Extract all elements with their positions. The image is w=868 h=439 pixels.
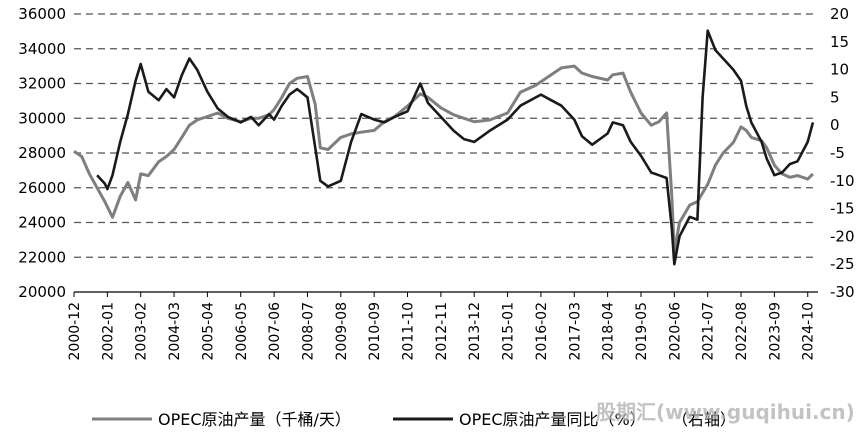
watermark: 股期汇(www.guqihui.cn)	[596, 400, 855, 424]
series-lines	[73, 29, 815, 266]
right-tick-label: 10	[830, 61, 849, 79]
left-tick-label: 22000	[18, 248, 66, 266]
right-tick-label: 15	[830, 33, 849, 51]
x-tick-label: 2010-09	[367, 302, 383, 361]
right-tick-label: -5	[830, 144, 845, 162]
legend-axis-note: （右轴）	[672, 410, 736, 429]
x-tick-label: 2002-01	[100, 302, 116, 361]
legend-label-production: OPEC原油产量（千桶/天）	[158, 410, 351, 429]
x-axis: 2000-12 2002-01 2003-02 2004-03 2005-04 2006-…	[67, 291, 818, 361]
left-tick-label: 36000	[18, 5, 66, 23]
left-tick-label: 20000	[18, 283, 66, 301]
left-tick-label: 32000	[18, 75, 66, 93]
left-tick-label: 34000	[18, 40, 66, 58]
right-tick-label: 5	[830, 88, 840, 106]
x-tick-label: 2012-11	[434, 302, 450, 361]
left-y-axis: 20000 22000 24000 26000 28000 30000 32000 34000…	[18, 5, 66, 301]
left-tick-label: 30000	[18, 109, 66, 127]
right-tick-label: 20	[830, 5, 849, 23]
right-tick-label: -10	[830, 172, 855, 190]
x-tick-label: 2017-03	[567, 302, 583, 361]
left-tick-label: 24000	[18, 214, 66, 232]
x-tick-label: 2015-01	[501, 302, 517, 361]
x-tick-label: 2024-10	[801, 302, 817, 361]
x-tick-label: 2007-06	[267, 302, 283, 361]
x-tick-label: 2000-12	[67, 302, 83, 361]
legend-label-yoy: OPEC原油产量同比（%）	[459, 410, 646, 429]
x-tick-label: 2013-12	[467, 302, 483, 361]
right-y-axis: -30 -25 -20 -15 -10 -5 0 5 10 15 20	[830, 5, 855, 301]
x-tick-label: 2018-04	[601, 302, 617, 361]
left-tick-label: 28000	[18, 144, 66, 162]
right-tick-label: -25	[830, 255, 855, 273]
right-tick-label: -15	[830, 200, 855, 218]
x-tick-label: 2023-09	[767, 302, 783, 361]
x-tick-label: 2019-05	[634, 302, 650, 361]
x-tick-label: 2003-02	[134, 302, 150, 361]
right-tick-label: -30	[830, 283, 855, 301]
x-tick-label: 2008-07	[300, 302, 316, 361]
x-tick-label: 2005-04	[200, 302, 216, 361]
x-tick-label: 2022-08	[734, 302, 750, 361]
x-tick-label: 2009-08	[334, 302, 350, 361]
x-tick-label: 2011-10	[401, 302, 417, 361]
series-line-yoy	[96, 29, 815, 266]
x-tick-label: 2006-05	[234, 302, 250, 361]
x-tick-label: 2004-03	[167, 302, 183, 361]
right-tick-label: -20	[830, 227, 855, 245]
x-tick-label: 2016-02	[534, 302, 550, 361]
x-tick-label: 2020-06	[667, 302, 683, 361]
legend: OPEC原油产量（千桶/天） OPEC原油产量同比（%） （右轴）	[92, 410, 736, 429]
series-line-production	[73, 64, 814, 254]
right-tick-label: 0	[830, 116, 840, 134]
grid-lines	[74, 13, 818, 258]
left-tick-label: 26000	[18, 179, 66, 197]
x-tick-label: 2021-07	[701, 302, 717, 361]
